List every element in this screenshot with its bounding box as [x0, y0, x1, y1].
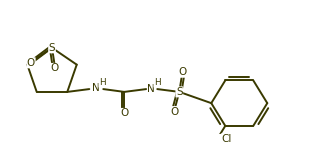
- Text: S: S: [49, 43, 55, 53]
- Text: N: N: [92, 83, 100, 93]
- Text: Cl: Cl: [221, 134, 232, 143]
- Text: O: O: [120, 108, 129, 118]
- Text: O: O: [178, 67, 186, 77]
- Text: N: N: [148, 84, 155, 94]
- Text: H: H: [99, 78, 106, 87]
- Text: S: S: [176, 87, 182, 97]
- Text: O: O: [27, 58, 35, 68]
- Text: O: O: [51, 63, 59, 73]
- Text: H: H: [154, 78, 161, 87]
- Text: O: O: [170, 107, 178, 117]
